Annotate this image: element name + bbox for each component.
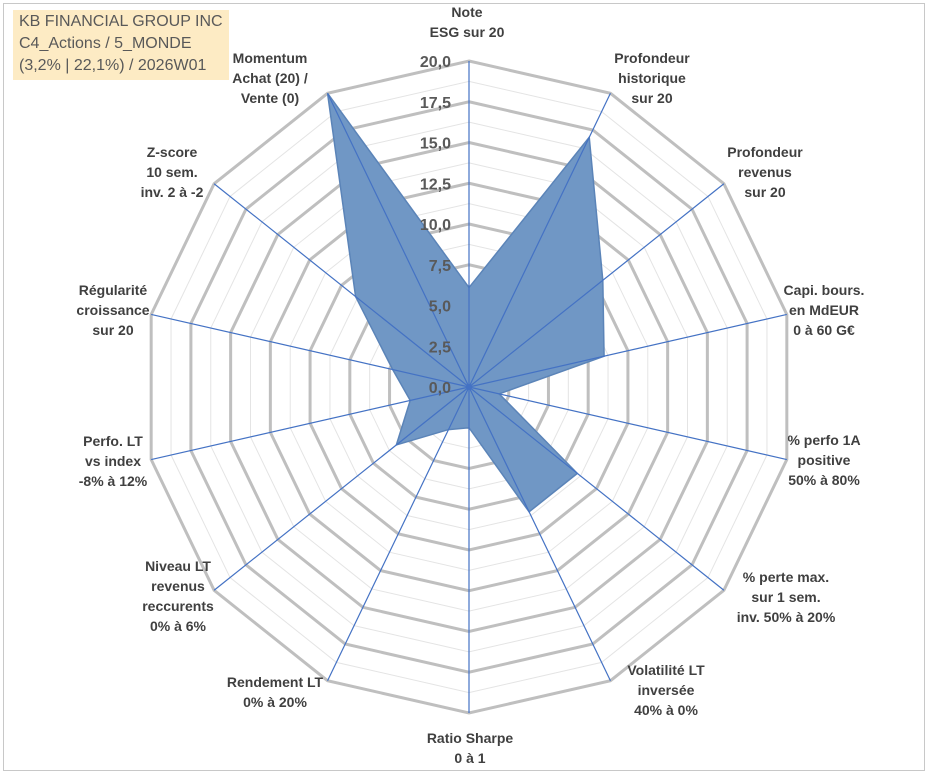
axis-label-line: sur 20 (631, 90, 673, 106)
tick-label: 20,0 (420, 54, 451, 71)
tick-label: 12,5 (420, 176, 451, 193)
axis-label-line: 50% à 80% (788, 472, 860, 488)
axis-spoke (468, 386, 611, 681)
center-point (466, 384, 472, 390)
axis-label-line: Ratio Sharpe (426, 730, 514, 746)
axis-spoke (213, 386, 470, 591)
axis-label-line: 0% à 20% (243, 694, 307, 710)
axis-spoke (327, 93, 470, 388)
axis-label-line: Capi. bours. (783, 282, 865, 298)
axis-label-line: revenus (151, 578, 205, 594)
axis-label: Perfo. LT vs index -8% à 12% (79, 431, 147, 491)
axis-label: Profondeur historique sur 20 (614, 48, 689, 108)
axis-label-line: en MdEUR (789, 302, 859, 318)
axis-label-line: -8% à 12% (78, 473, 148, 489)
axis-spoke (468, 313, 787, 388)
axis-spoke (468, 386, 725, 591)
axis-spoke (327, 386, 470, 681)
axis-label-line: % perte max. (742, 569, 830, 585)
axis-spoke (468, 93, 611, 388)
tick-label: 5,0 (429, 299, 451, 316)
axis-label-line: vs index (84, 453, 142, 469)
axis-label-line: inv. 2 à -2 (140, 184, 204, 200)
chart-header-box: KB FINANCIAL GROUP INC C4_Actions / 5_MO… (13, 10, 229, 80)
axis-label-line: historique (618, 70, 686, 86)
data-series-area (326, 92, 605, 513)
axis-label-line: sur 1 sem. (751, 589, 821, 605)
company-name: KB FINANCIAL GROUP INC (19, 13, 223, 30)
axis-label: Régularité croissance sur 20 (76, 280, 149, 340)
axis-spoke (151, 386, 470, 461)
axis-label-line: 10 sem. (146, 164, 198, 180)
axis-label-line: croissance (76, 302, 150, 318)
axis-label: Capi. bours. en MdEUR 0 à 60 G€ (784, 280, 865, 340)
axis-label: Volatilité LT inversée 40% à 0% (627, 660, 704, 720)
axis-label-line: Achat (20) / (232, 70, 308, 86)
axis-label-line: 0 à 1 (454, 750, 486, 766)
axis-label-line: Rendement LT (226, 674, 324, 690)
axis-label-line: Volatilité LT (627, 662, 705, 678)
axis-label: % perte max. sur 1 sem. inv. 50% à 20% (737, 567, 836, 627)
axis-label-line: 0% à 6% (149, 618, 207, 634)
axis-label-line: Niveau LT (145, 558, 211, 574)
axis-label-line: inversée (637, 682, 695, 698)
axis-label-line: Régularité (78, 282, 148, 298)
stats-line: (3,2% | 22,1%) / 2026W01 (19, 57, 207, 74)
axis-label-line: Vente (0) (240, 90, 300, 106)
axis-label-line: 40% à 0% (634, 702, 698, 718)
axis-label-line: Momentum (232, 50, 308, 66)
axis-label-line: Z-score (146, 144, 198, 160)
axis-label: Profondeur revenus sur 20 (727, 142, 802, 202)
axis-label-line: Perfo. LT (83, 433, 143, 449)
axis-label: Niveau LT revenus reccurents 0% à 6% (142, 556, 214, 636)
axis-label: Rendement LT 0% à 20% (227, 672, 323, 712)
axis-label: Momentum Achat (20) / Vente (0) (232, 48, 307, 108)
tick-label: 0,0 (429, 380, 451, 397)
axis-label-line: positive (797, 452, 851, 468)
axis-label-line: Profondeur (614, 50, 690, 66)
axis-label-line: Note (451, 4, 483, 20)
axis-label-line: ESG sur 20 (429, 24, 505, 40)
tick-label: 15,0 (420, 136, 451, 153)
axis-label-line: reccurents (142, 598, 214, 614)
axis-label: Note ESG sur 20 (430, 2, 505, 42)
tick-label: 2,5 (429, 339, 451, 356)
axis-label: Z-score 10 sem. inv. 2 à -2 (141, 142, 204, 202)
axis-spoke (468, 183, 725, 388)
axis-label-line: 0 à 60 G€ (793, 322, 855, 338)
category-line: C4_Actions / 5_MONDE (19, 35, 192, 52)
axis-label-line: % perfo 1A (787, 432, 861, 448)
axis-spoke (468, 386, 787, 461)
axis-label: Ratio Sharpe 0 à 1 (427, 728, 513, 768)
axis-spoke (213, 183, 470, 388)
axis-label-line: sur 20 (744, 184, 786, 200)
tick-label: 10,0 (420, 217, 451, 234)
axis-label-line: Profondeur (727, 144, 803, 160)
axis-label: % perfo 1A positive 50% à 80% (787, 430, 860, 490)
axis-label-line: sur 20 (92, 322, 134, 338)
axis-spoke (151, 313, 470, 388)
axis-label-line: inv. 50% à 20% (736, 609, 836, 625)
axis-label-line: revenus (738, 164, 792, 180)
tick-label: 17,5 (420, 95, 451, 112)
tick-label: 7,5 (429, 258, 451, 275)
